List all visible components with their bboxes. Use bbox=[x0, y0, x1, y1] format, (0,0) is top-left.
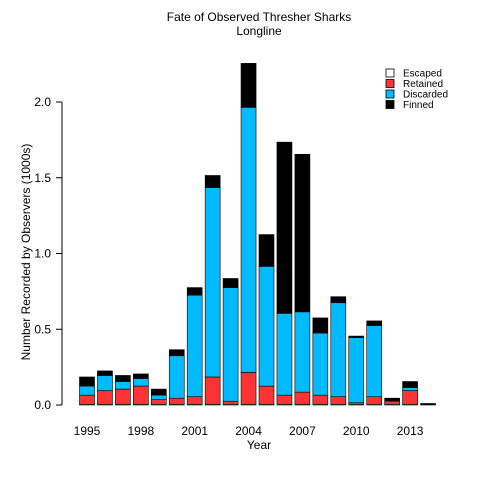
y-tick-label: 2.0 bbox=[34, 95, 51, 109]
chart-title: Fate of Observed Thresher Sharks bbox=[167, 10, 352, 24]
bar-finned-2008 bbox=[312, 317, 329, 334]
bar-finned-1997 bbox=[115, 375, 131, 382]
x-axis-label: Year bbox=[247, 438, 271, 452]
bar-retained-2011 bbox=[366, 396, 383, 405]
x-tick-label: 1995 bbox=[74, 424, 101, 438]
bar-discarded-2007 bbox=[294, 311, 311, 393]
legend-swatch-finned bbox=[385, 100, 395, 109]
chart-subtitle: Longline bbox=[236, 24, 282, 38]
bar-retained-1996 bbox=[97, 390, 113, 405]
bar-discarded-2005 bbox=[258, 266, 275, 387]
bar-finned-2000 bbox=[168, 349, 185, 357]
bar-retained-1995 bbox=[79, 394, 95, 405]
bar-retained-1999 bbox=[151, 399, 167, 405]
bar-finned-1999 bbox=[151, 388, 167, 396]
bar-retained-1998 bbox=[133, 385, 149, 405]
legend-label-retained: Retained bbox=[403, 79, 443, 90]
bar-discarded-2006 bbox=[276, 313, 293, 396]
bar-finned-2007 bbox=[294, 153, 311, 313]
bar-finned-2013 bbox=[402, 381, 418, 388]
y-tick-label: 0.0 bbox=[34, 398, 51, 412]
y-tick-label: 1.0 bbox=[34, 247, 51, 261]
x-tick-label: 1998 bbox=[127, 424, 154, 438]
bar-discarded-1995 bbox=[79, 385, 95, 396]
bar-discarded-2009 bbox=[330, 302, 347, 397]
bars-group bbox=[79, 63, 436, 406]
bar-finned-2012 bbox=[384, 397, 400, 402]
legend-swatch-discarded bbox=[385, 89, 395, 99]
bar-finned-2010 bbox=[348, 335, 365, 338]
bar-discarded-1999 bbox=[151, 394, 167, 400]
bar-discarded-1997 bbox=[115, 381, 131, 390]
y-tick-label: 1.5 bbox=[34, 171, 51, 185]
bar-finned-2004 bbox=[240, 63, 257, 108]
bar-retained-2009 bbox=[330, 396, 347, 405]
bar-finned-2001 bbox=[186, 287, 203, 296]
legend-swatch-retained bbox=[385, 79, 395, 88]
bar-discarded-2008 bbox=[312, 332, 329, 396]
bar-finned-2009 bbox=[330, 296, 347, 304]
bar-retained-2002 bbox=[204, 376, 221, 405]
bar-discarded-1996 bbox=[97, 375, 113, 391]
bar-retained-2007 bbox=[294, 391, 311, 405]
bar-discarded-2013 bbox=[402, 387, 418, 391]
x-tick-label: 2010 bbox=[343, 424, 370, 438]
bar-retained-2006 bbox=[276, 394, 293, 405]
y-axis-label: Number Recorded by Observers (1000s) bbox=[19, 144, 33, 361]
bar-retained-2005 bbox=[258, 385, 275, 405]
y-tick-label: 0.5 bbox=[34, 322, 51, 336]
bar-finned-2011 bbox=[366, 320, 383, 326]
bar-finned-2002 bbox=[204, 175, 221, 188]
bar-retained-2000 bbox=[168, 397, 185, 405]
bar-discarded-2010 bbox=[348, 337, 365, 404]
bar-retained-2008 bbox=[312, 394, 329, 405]
bar-retained-2003 bbox=[222, 400, 239, 405]
x-tick-label: 2013 bbox=[397, 424, 424, 438]
x-tick-label: 2007 bbox=[289, 424, 316, 438]
bar-retained-2013 bbox=[402, 390, 418, 405]
bar-discarded-2002 bbox=[204, 187, 221, 378]
bar-retained-1997 bbox=[115, 388, 131, 405]
x-tick-label: 2004 bbox=[235, 424, 262, 438]
bar-discarded-2000 bbox=[168, 355, 185, 399]
bar-retained-2012 bbox=[384, 400, 400, 405]
bar-discarded-1998 bbox=[133, 378, 149, 387]
bar-retained-2001 bbox=[186, 396, 203, 405]
bar-discarded-2001 bbox=[186, 294, 203, 397]
x-tick-labels: 1995 1998 2001 2004 2007 2010 2013 bbox=[74, 424, 424, 438]
bar-discarded-2011 bbox=[366, 325, 383, 397]
bar-finned-2005 bbox=[258, 234, 275, 267]
legend-swatch-escaped bbox=[385, 68, 395, 78]
y-axis: 0.0 0.5 1.0 1.5 2.0 bbox=[34, 95, 63, 412]
x-tick-label: 2001 bbox=[181, 424, 208, 438]
bar-finned-1998 bbox=[133, 373, 149, 379]
bar-finned-2006 bbox=[276, 141, 293, 314]
legend-label-escaped: Escaped bbox=[403, 69, 442, 80]
legend-label-discarded: Discarded bbox=[403, 90, 448, 101]
bar-discarded-2003 bbox=[222, 287, 239, 402]
bar-finned-1996 bbox=[97, 370, 113, 376]
bar-finned-2003 bbox=[222, 278, 239, 288]
legend-label-finned: Finned bbox=[403, 100, 434, 111]
bar-retained-2004 bbox=[240, 372, 257, 405]
bar-discarded-2004 bbox=[240, 107, 257, 373]
bar-finned-2014 bbox=[420, 403, 436, 406]
bar-finned-1995 bbox=[79, 376, 95, 387]
